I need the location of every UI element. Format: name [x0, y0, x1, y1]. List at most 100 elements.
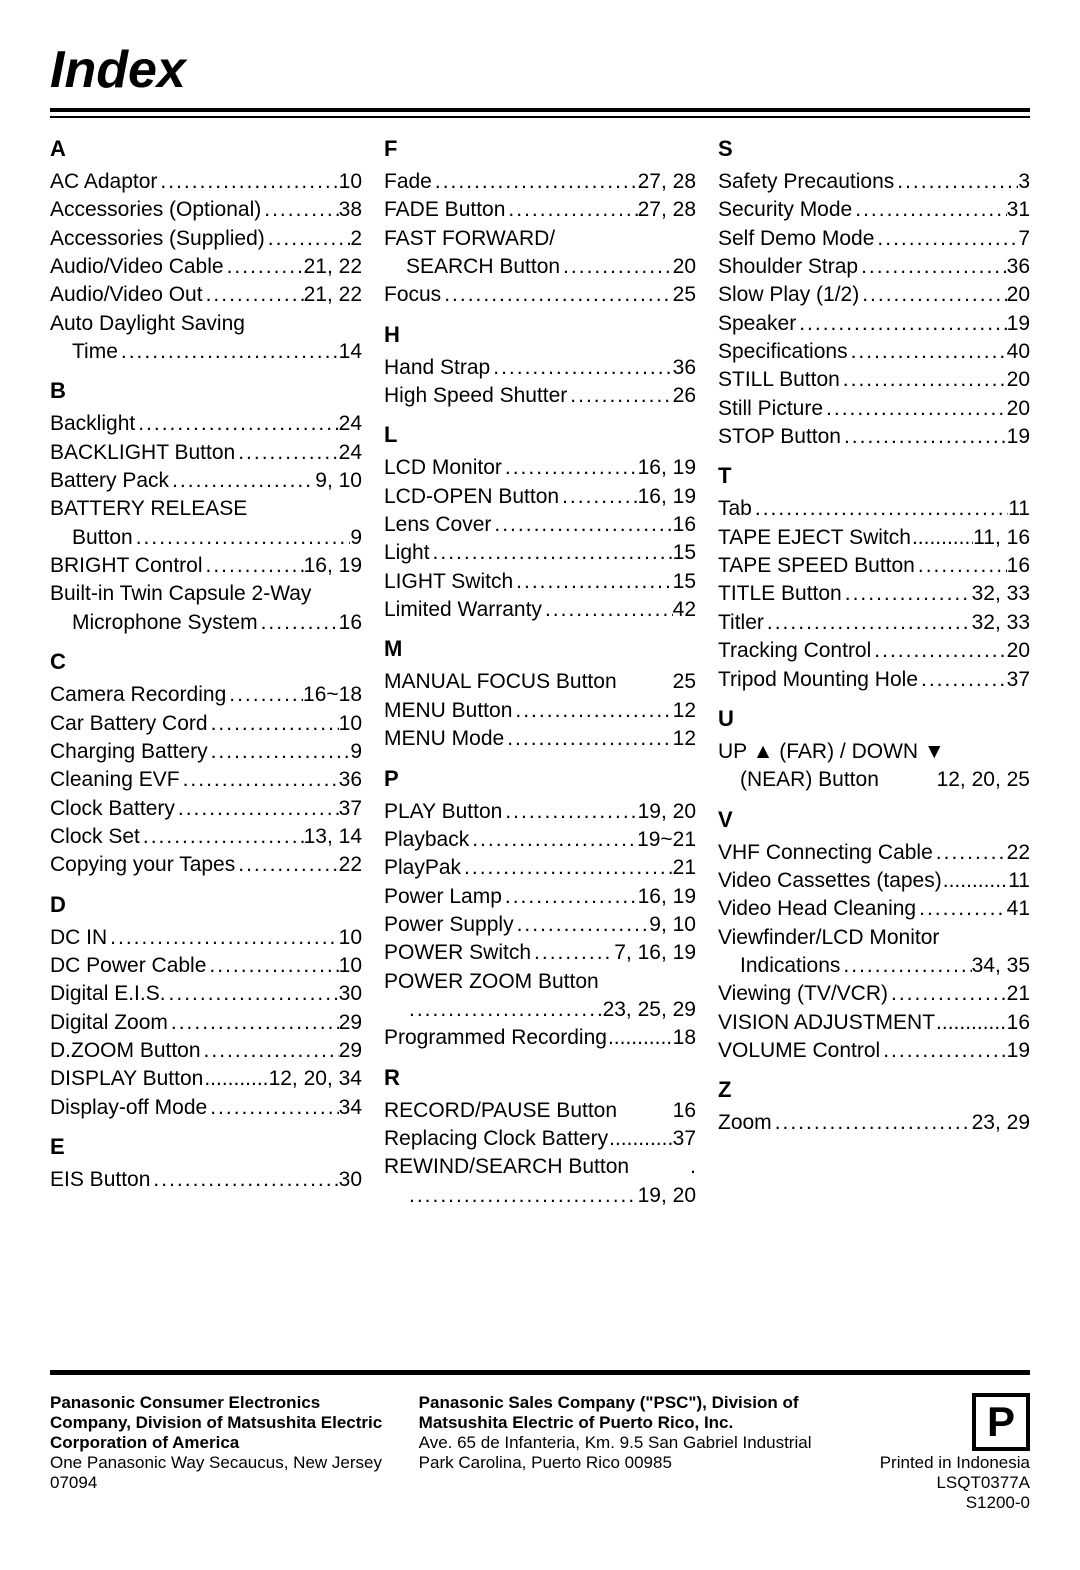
entry-label: TAPE EJECT Switch	[718, 524, 911, 552]
entry-label: PLAY Button	[384, 798, 502, 826]
index-entry: MENU Mode12	[384, 725, 696, 753]
entry-label: Replacing Clock Battery	[384, 1125, 608, 1153]
entry-page: 38	[339, 196, 362, 224]
entry-label: TAPE SPEED Button	[718, 552, 915, 580]
entry-label: FADE Button	[384, 196, 505, 224]
entry-page: 20	[1007, 281, 1030, 309]
entry-dots	[918, 666, 1007, 694]
entry-page: 34	[339, 1094, 362, 1122]
entry-dots	[461, 854, 673, 882]
entry-label: Camera Recording	[50, 681, 226, 709]
entry-dots	[504, 725, 672, 753]
entry-label: VOLUME Control	[718, 1037, 880, 1065]
model-code-2: S1200-0	[880, 1493, 1030, 1513]
section-letter: Z	[718, 1077, 1030, 1103]
index-entry: LCD-OPEN Button16, 19	[384, 483, 696, 511]
entry-label: UP ▲ (FAR) / DOWN ▼	[718, 738, 945, 766]
entry-label: Focus	[384, 281, 441, 309]
entry-label: Clock Set	[50, 823, 140, 851]
index-entry: Limited Warranty42	[384, 596, 696, 624]
index-entry: POWER Switch 7, 16, 19	[384, 939, 696, 967]
entry-page: 19~21	[637, 826, 696, 854]
entry-label: Viewing (TV/VCR)	[718, 980, 888, 1008]
entry-dots	[406, 996, 603, 1024]
entry-dots	[772, 1109, 972, 1137]
entry-page: 36	[339, 766, 362, 794]
entry-page: 27, 28	[638, 196, 696, 224]
section-letter: B	[50, 378, 362, 404]
entry-label: Slow Play (1/2)	[718, 281, 859, 309]
entry-dots	[150, 1166, 338, 1194]
entry-dots	[871, 637, 1006, 665]
entry-label: POWER Switch	[384, 939, 531, 967]
index-entry: Tracking Control20	[718, 637, 1030, 665]
entry-label: Accessories (Optional)	[50, 196, 261, 224]
entry-label: Accessories (Supplied)	[50, 225, 265, 253]
entry-page: 16, 19	[638, 454, 696, 482]
entry-label: Shoulder Strap	[718, 253, 858, 281]
entry-dots	[135, 410, 338, 438]
index-entry: Display-off Mode34	[50, 1094, 362, 1122]
footer: Panasonic Consumer Electronics Company, …	[50, 1393, 1030, 1513]
entry-page: 40	[1007, 338, 1030, 366]
section-letter: A	[50, 136, 362, 162]
entry-dots	[942, 867, 1008, 895]
index-entry: Tripod Mounting Hole37	[718, 666, 1030, 694]
index-entry: PLAY Button19, 20	[384, 798, 696, 826]
entry-dots	[208, 738, 351, 766]
entry-page: 7, 16, 19	[614, 939, 696, 967]
index-entry: Focus25	[384, 281, 696, 309]
entry-page: 15	[673, 539, 696, 567]
entry-dots	[258, 609, 339, 637]
entry-label: VHF Connecting Cable	[718, 839, 933, 867]
index-entry: Power Lamp 16, 19	[384, 883, 696, 911]
entry-page: 12	[673, 697, 696, 725]
entry-dots	[617, 1097, 673, 1125]
entry-label: Power Lamp	[384, 883, 502, 911]
entry-page: 21, 22	[304, 281, 362, 309]
entry-label: Security Mode	[718, 196, 852, 224]
index-entry: Clock Battery37	[50, 795, 362, 823]
entry-dots	[879, 766, 937, 794]
index-entry: Camera Recording16~18	[50, 681, 362, 709]
index-entry: TAPE SPEED Button16	[718, 552, 1030, 580]
entry-dots	[560, 253, 673, 281]
entry-dots	[469, 826, 637, 854]
index-entry: Audio/Video Out21, 22	[50, 281, 362, 309]
index-entry: DISPLAY Button12, 20, 34	[50, 1065, 362, 1093]
entry-label: LIGHT Switch	[384, 568, 513, 596]
index-entry: POWER ZOOM Button	[384, 968, 696, 996]
entry-page: 18	[673, 1024, 696, 1052]
entry-label: Digital Zoom	[50, 1009, 168, 1037]
entry-dots	[166, 980, 339, 1008]
entry-page: 16, 19	[638, 883, 696, 911]
index-entry: Button9	[50, 524, 362, 552]
index-entry: VOLUME Control19	[718, 1037, 1030, 1065]
entry-label: Backlight	[50, 410, 135, 438]
entry-dots	[935, 1009, 1007, 1037]
entry-label: Microphone System	[50, 609, 258, 637]
model-code-1: LSQT0377A	[880, 1473, 1030, 1493]
entry-dots	[933, 839, 1007, 867]
index-entry: Zoom23, 29	[718, 1109, 1030, 1137]
entry-page: 12, 20, 25	[937, 766, 1030, 794]
entry-dots	[432, 168, 638, 196]
bottom-rule	[50, 1370, 1030, 1375]
entry-label: Self Demo Mode	[718, 225, 874, 253]
entry-label: Tripod Mounting Hole	[718, 666, 918, 694]
entry-page: 21	[1007, 980, 1030, 1008]
entry-dots	[842, 580, 972, 608]
entry-label: Light	[384, 539, 430, 567]
entry-label: Video Cassettes (tapes)	[718, 867, 942, 895]
index-entry: PlayPak21	[384, 854, 696, 882]
entry-label: Button	[50, 524, 133, 552]
entry-dots	[629, 1153, 690, 1181]
entry-dots	[203, 552, 304, 580]
footer-mid: Panasonic Sales Company ("PSC"), Divisio…	[419, 1393, 850, 1513]
entry-dots	[617, 668, 673, 696]
entry-page: 10	[339, 952, 362, 980]
index-entry: BATTERY RELEASE	[50, 495, 362, 523]
entry-dots	[140, 823, 304, 851]
entry-dots	[841, 423, 1007, 451]
entry-dots	[118, 338, 339, 366]
